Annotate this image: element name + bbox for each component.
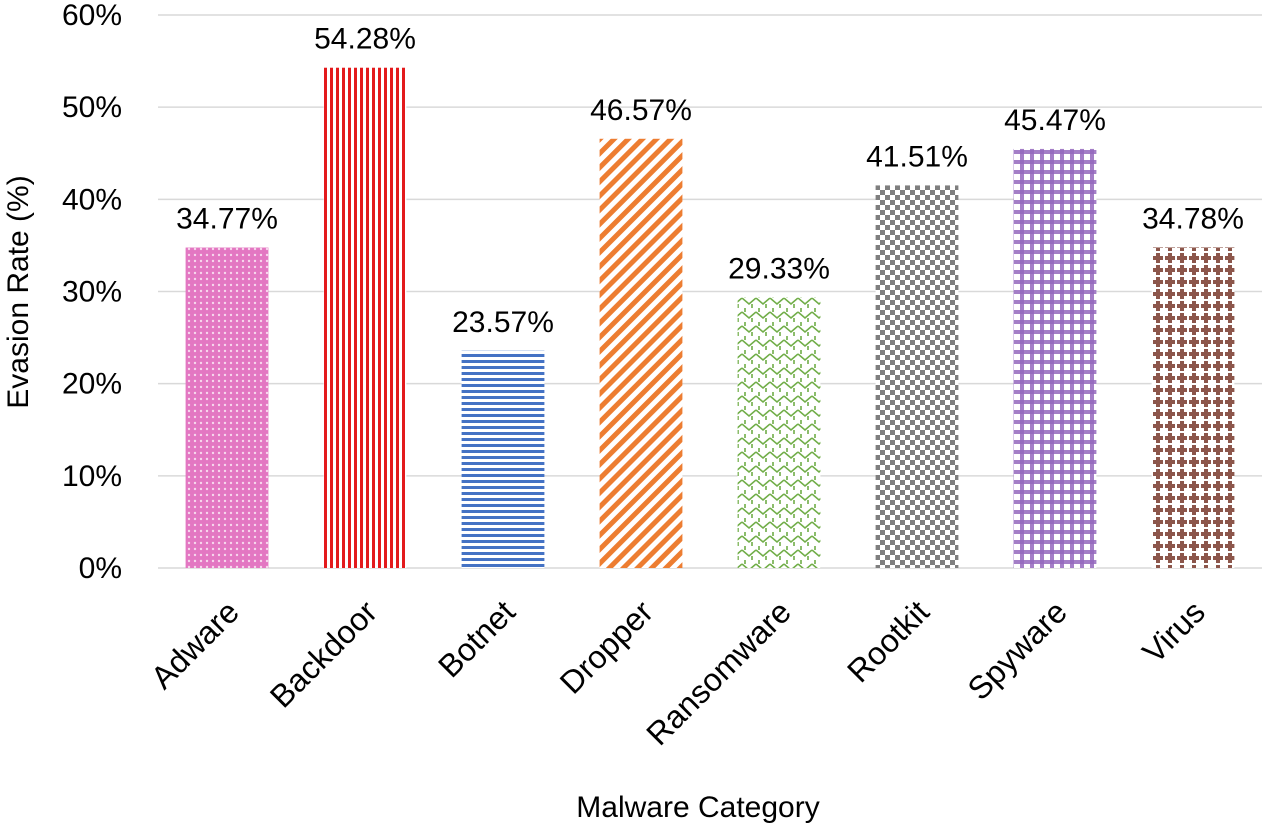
bar-botnet — [461, 350, 545, 568]
category-label-adware: Adware — [144, 593, 246, 695]
y-tick-label: 40% — [62, 183, 122, 216]
y-tick-label: 0% — [79, 552, 122, 585]
data-label-dropper: 46.57% — [590, 94, 692, 127]
y-tick-label: 10% — [62, 460, 122, 493]
category-label-dropper: Dropper — [553, 593, 660, 700]
data-label-spyware: 45.47% — [1004, 104, 1106, 137]
category-label-ransomware: Ransomware — [639, 593, 798, 752]
bar-adware — [185, 247, 269, 568]
data-label-adware: 34.77% — [176, 203, 278, 236]
x-axis-title: Malware Category — [576, 791, 819, 824]
category-label-botnet: Botnet — [431, 593, 522, 684]
bars — [185, 67, 1235, 569]
y-tick-label: 20% — [62, 368, 122, 401]
data-label-rootkit: 41.51% — [866, 140, 968, 173]
y-tick-label: 60% — [62, 0, 122, 32]
y-axis-title: Evasion Rate (%) — [2, 175, 35, 408]
bar-backdoor — [323, 67, 407, 568]
category-label-rootkit: Rootkit — [840, 593, 936, 689]
category-label-virus: Virus — [1135, 593, 1212, 670]
bar-ransomware — [737, 297, 821, 568]
bar-rootkit — [875, 185, 959, 568]
bar-dropper — [599, 138, 683, 568]
data-labels: 34.77% 54.28% 23.57% 46.57% 29.33% 41.51% 45.4… — [176, 23, 1244, 339]
bar-spyware — [1013, 148, 1097, 569]
y-tick-label: 50% — [62, 91, 122, 124]
y-axis-ticks: 0% 10% 20% 30% 40% 50% 60% — [62, 0, 122, 585]
data-label-backdoor: 54.28% — [314, 23, 416, 56]
y-tick-label: 30% — [62, 276, 122, 309]
data-label-botnet: 23.57% — [452, 306, 554, 339]
data-label-ransomware: 29.33% — [728, 253, 830, 286]
bar-virus — [1151, 247, 1235, 568]
category-label-backdoor: Backdoor — [263, 593, 384, 714]
category-label-spyware: Spyware — [960, 593, 1073, 706]
data-label-virus: 34.78% — [1142, 202, 1244, 235]
